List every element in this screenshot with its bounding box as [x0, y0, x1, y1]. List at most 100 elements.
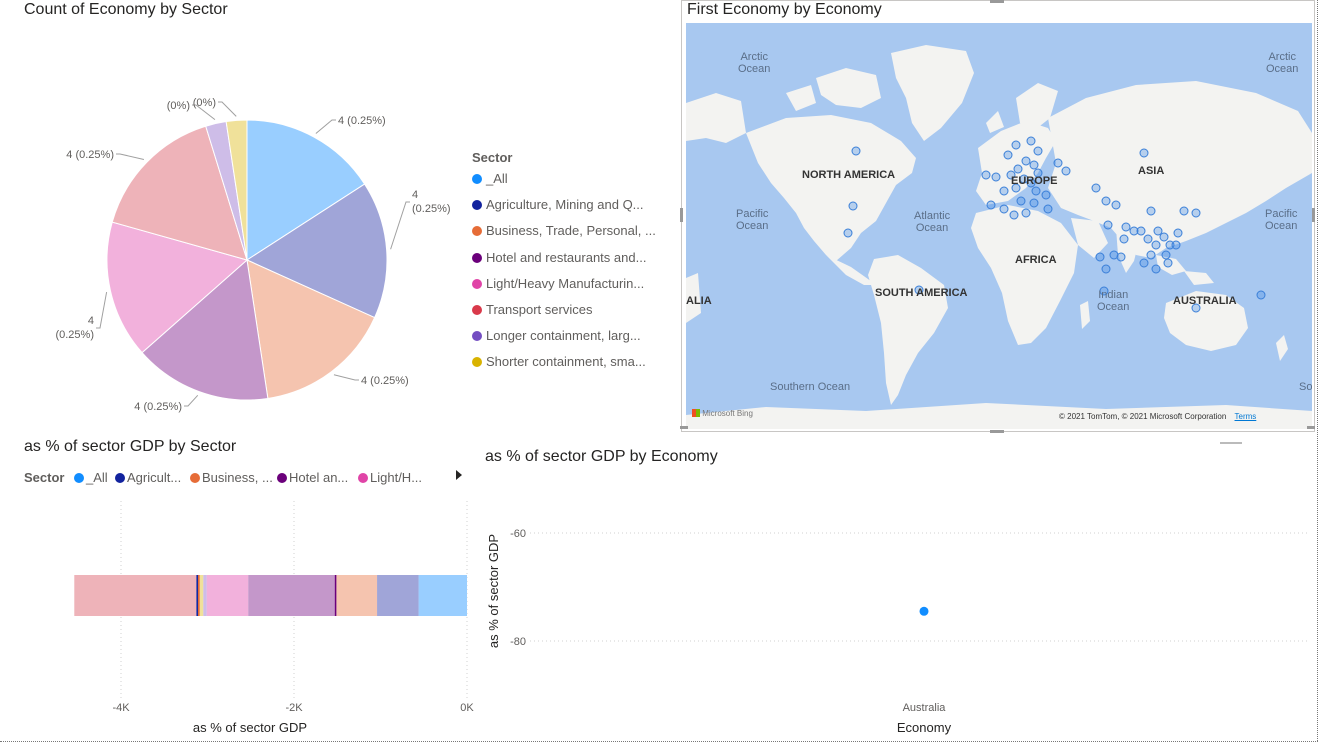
bar-segment[interactable]	[196, 575, 198, 616]
map-point[interactable]	[1101, 264, 1111, 274]
bar-legend-item[interactable]: Hotel an...	[277, 470, 348, 485]
world-map[interactable]	[686, 23, 1312, 429]
map-point[interactable]	[1121, 222, 1131, 232]
scatter-point[interactable]	[919, 606, 929, 616]
bar-segment[interactable]	[74, 575, 197, 616]
map-point[interactable]	[1033, 146, 1043, 156]
map-point[interactable]	[1109, 250, 1119, 260]
map-point[interactable]	[986, 200, 996, 210]
bar-segment[interactable]	[197, 575, 200, 616]
map-point[interactable]	[1146, 206, 1156, 216]
bar-segment[interactable]	[336, 575, 378, 616]
pie-legend-item[interactable]: Longer containment, larg...	[472, 328, 641, 343]
map-point[interactable]	[1111, 200, 1121, 210]
map-data-points[interactable]	[843, 136, 1266, 313]
map-point[interactable]	[1153, 226, 1163, 236]
map-point[interactable]	[1029, 160, 1039, 170]
map-point[interactable]	[981, 170, 991, 180]
map-point[interactable]	[1033, 168, 1043, 178]
map-point[interactable]	[1031, 186, 1041, 196]
map-point[interactable]	[1256, 290, 1266, 300]
map-point[interactable]	[1173, 228, 1183, 238]
map-point[interactable]	[1003, 150, 1013, 160]
bar-visual[interactable]: as % of sector GDP by Sector Sector _All…	[0, 436, 480, 741]
resize-handle[interactable]	[1307, 426, 1315, 429]
scatter-chart[interactable]: -60 -80 Australia Economy as % of sector GDP	[480, 436, 1315, 741]
resize-handle[interactable]	[1220, 442, 1242, 444]
resize-handle[interactable]	[680, 208, 683, 222]
pie-slice[interactable]	[141, 259, 269, 401]
map-point[interactable]	[848, 201, 858, 211]
pie-slice[interactable]	[111, 125, 248, 261]
map-point[interactable]	[991, 172, 1001, 182]
map-point[interactable]	[999, 204, 1009, 214]
map-point[interactable]	[1179, 206, 1189, 216]
map-point[interactable]	[1053, 158, 1063, 168]
pie-slice[interactable]	[245, 183, 388, 319]
map-point[interactable]	[1043, 204, 1053, 214]
map-point[interactable]	[1016, 196, 1026, 206]
pie-slice[interactable]	[246, 259, 376, 400]
map-point[interactable]	[1095, 252, 1105, 262]
map-point[interactable]	[1019, 174, 1029, 184]
map-point[interactable]	[1099, 286, 1109, 296]
map-point[interactable]	[1161, 250, 1171, 260]
resize-handle[interactable]	[680, 426, 688, 429]
map-point[interactable]	[1101, 196, 1111, 206]
map-visual[interactable]: Arctic Ocean Arctic Ocean NORTH AMERICA EU…	[686, 23, 1312, 429]
bar-legend-item[interactable]: Agricult...	[115, 470, 181, 485]
bar-segment[interactable]	[206, 575, 249, 616]
pie-legend-item[interactable]: Shorter containment, sma...	[472, 354, 646, 369]
resize-handle[interactable]	[990, 0, 1004, 3]
resize-handle[interactable]	[990, 430, 1004, 433]
resize-handle[interactable]	[1312, 208, 1315, 222]
map-point[interactable]	[1116, 252, 1126, 262]
bar-segment[interactable]	[248, 575, 335, 616]
map-point[interactable]	[1103, 220, 1113, 230]
map-point[interactable]	[1151, 264, 1161, 274]
pie-legend-item[interactable]: Business, Trade, Personal, ...	[472, 223, 656, 238]
pie-slice[interactable]	[106, 221, 249, 354]
map-point[interactable]	[1026, 136, 1036, 146]
pie-legend-item[interactable]: Agriculture, Mining and Q...	[472, 197, 644, 212]
map-point[interactable]	[999, 186, 1009, 196]
map-point[interactable]	[1021, 208, 1031, 218]
pie-legend-item[interactable]: Transport services	[472, 302, 592, 317]
map-point[interactable]	[1171, 240, 1181, 250]
bar-legend-item[interactable]: Business, ...	[190, 470, 273, 485]
map-point[interactable]	[1163, 258, 1173, 268]
pie-chart[interactable]: 4 (0.25%) 4 (0.25%) 4 (0.25%) 4 (0.25%) 4 (0.2…	[0, 0, 470, 430]
map-point[interactable]	[914, 285, 924, 295]
legend-next-arrow-icon[interactable]	[456, 470, 462, 480]
pie-legend-item[interactable]: Light/Heavy Manufacturin...	[472, 276, 644, 291]
map-point[interactable]	[1006, 170, 1016, 180]
terms-link[interactable]: Terms	[1234, 412, 1257, 421]
map-point[interactable]	[1139, 258, 1149, 268]
scatter-visual[interactable]: as % of sector GDP by Economy -60 -80 Aust…	[480, 436, 1315, 741]
bar-legend-item[interactable]: Light/H...	[358, 470, 422, 485]
map-point[interactable]	[1146, 250, 1156, 260]
map-point[interactable]	[1129, 226, 1139, 236]
map-point[interactable]	[1011, 183, 1021, 193]
bar-segment[interactable]	[334, 575, 337, 616]
map-point[interactable]	[1021, 156, 1031, 166]
pie-legend-item[interactable]: Hotel and restaurants and...	[472, 250, 646, 265]
pie-legend-item[interactable]: _All	[472, 171, 508, 186]
map-point[interactable]	[1013, 164, 1023, 174]
map-point[interactable]	[843, 228, 853, 238]
map-point[interactable]	[1159, 232, 1169, 242]
map-point[interactable]	[1119, 234, 1129, 244]
bar-segment[interactable]	[377, 575, 419, 616]
pie-visual[interactable]: Count of Economy by Sector 4 (0.25%) 4 (0.…	[0, 0, 680, 432]
map-point[interactable]	[1026, 178, 1036, 188]
map-point[interactable]	[1136, 226, 1146, 236]
map-point[interactable]	[1029, 198, 1039, 208]
map-point[interactable]	[851, 146, 861, 156]
map-point[interactable]	[1009, 210, 1019, 220]
map-point[interactable]	[1191, 303, 1201, 313]
map-point[interactable]	[1143, 234, 1153, 244]
map-point[interactable]	[1139, 148, 1149, 158]
map-point[interactable]	[1191, 208, 1201, 218]
bar-segment[interactable]	[418, 575, 467, 616]
bar-segment[interactable]	[203, 575, 207, 616]
